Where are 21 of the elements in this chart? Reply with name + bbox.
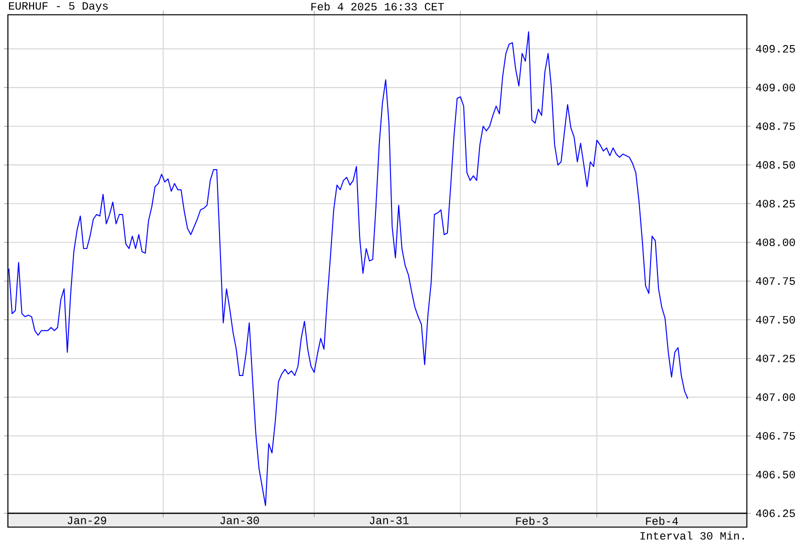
y-tick-label: 407.25 <box>756 354 795 362</box>
chart-subtitle: Feb 4 2025 16:33 CET <box>311 2 444 10</box>
x-tick-label: Jan-30 <box>220 516 259 524</box>
y-tick-label: 408.25 <box>756 200 795 208</box>
y-tick-label: 408.50 <box>756 161 795 169</box>
y-tick-label: 408.75 <box>756 122 795 130</box>
y-tick-label: 407.50 <box>756 316 795 324</box>
y-tick-label: 409.00 <box>756 84 795 92</box>
y-tick-label: 409.25 <box>756 45 795 53</box>
text: Interval 30 Min. <box>640 532 744 540</box>
chart-title: EURHUF - 5 Days <box>9 2 108 12</box>
y-tick-label: 406.25 <box>756 510 795 518</box>
y-tick-label: 406.75 <box>756 432 795 440</box>
y-tick-label: 407.75 <box>756 277 795 285</box>
y-tick-label: 406.50 <box>756 470 795 478</box>
x-tick-label: Jan-29 <box>68 516 106 524</box>
x-tick-label: Feb-3 <box>516 516 548 525</box>
x-tick-label: Jan-31 <box>370 516 408 524</box>
x-tick-label: Feb-4 <box>646 516 678 525</box>
y-tick-label: 408.00 <box>756 238 795 246</box>
y-tick-label: 407.00 <box>756 393 795 402</box>
